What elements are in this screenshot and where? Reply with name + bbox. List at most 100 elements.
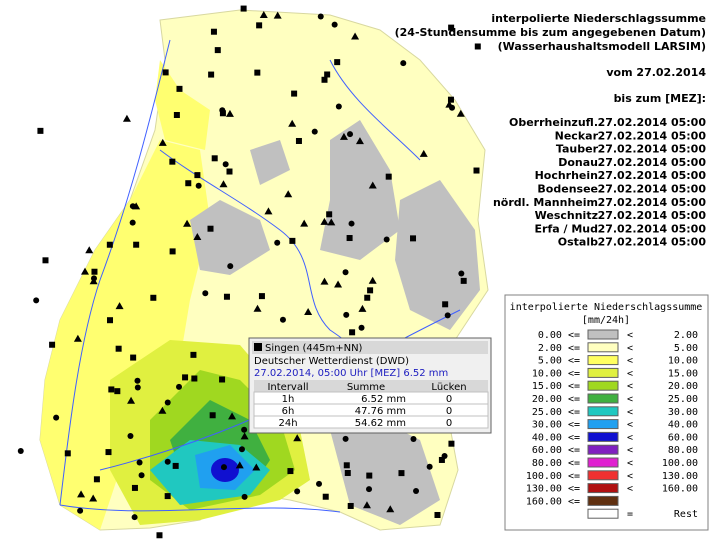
station <box>164 399 171 406</box>
legend-op: < <box>627 330 633 341</box>
legend-from: 160.00 <= <box>526 496 580 507</box>
station <box>226 168 233 175</box>
station-name: Singen (445m+NN) <box>265 343 363 354</box>
station <box>293 434 302 442</box>
station <box>158 138 167 146</box>
river-time: 27.02.2014 05:00 <box>598 143 707 156</box>
station <box>434 511 441 518</box>
station <box>176 383 183 390</box>
station <box>460 277 467 284</box>
river <box>329 59 421 161</box>
legend-swatch <box>587 342 619 353</box>
river-name: Oberrheinzufl. <box>509 116 598 129</box>
station <box>77 490 86 498</box>
station <box>183 219 192 227</box>
station <box>254 69 261 76</box>
station <box>202 290 209 297</box>
legend-to: 20.00 <box>668 381 698 392</box>
station <box>256 22 263 29</box>
station <box>210 28 217 35</box>
river-time: 27.02.2014 05:00 <box>598 183 707 196</box>
station <box>225 109 234 117</box>
legend-from: 130.00 <= <box>526 484 580 495</box>
station <box>211 155 218 162</box>
station <box>169 158 176 165</box>
station <box>343 462 350 469</box>
legend-op: < <box>627 420 633 431</box>
title-line: (Wasserhaushaltsmodell LARSIM) <box>498 40 706 53</box>
station <box>335 103 342 110</box>
station <box>127 433 134 440</box>
table-row <box>253 415 489 429</box>
station <box>131 514 138 521</box>
station <box>304 308 313 316</box>
station <box>344 470 351 477</box>
legend-op: < <box>627 445 633 456</box>
station <box>108 386 115 393</box>
station <box>223 293 230 300</box>
station <box>85 246 94 254</box>
station <box>474 43 481 50</box>
table-cell: 24h <box>278 418 297 429</box>
station <box>164 493 171 500</box>
station <box>214 47 221 54</box>
region <box>330 420 440 525</box>
legend-op: = <box>627 509 633 520</box>
station <box>130 354 137 361</box>
station <box>351 32 360 40</box>
legend-swatch <box>587 508 619 519</box>
station <box>320 217 329 225</box>
legend-to: 5.00 <box>674 343 698 354</box>
region <box>155 60 210 150</box>
table-cell: 6h <box>282 406 295 417</box>
station <box>134 377 141 384</box>
legend-swatch <box>587 444 619 455</box>
station <box>347 131 354 138</box>
station <box>368 276 377 284</box>
station <box>273 11 282 19</box>
station <box>173 111 180 118</box>
legend-to: 2.00 <box>674 330 698 341</box>
legend-swatch <box>587 380 619 391</box>
station <box>169 248 176 255</box>
legend-to: 160.00 <box>662 484 698 495</box>
station <box>107 317 114 324</box>
station <box>458 270 465 277</box>
legend-rest-label: Rest <box>674 509 698 520</box>
legend-title: interpolierte Niederschlagssumme <box>510 302 703 313</box>
station-icon <box>254 343 262 351</box>
river-name: Bodensee <box>537 183 598 196</box>
legend-op: < <box>627 356 633 367</box>
station <box>150 294 157 301</box>
station <box>185 180 192 187</box>
station <box>258 293 265 300</box>
station <box>438 456 445 463</box>
river-name: Donau <box>558 156 598 169</box>
station <box>42 257 49 264</box>
station <box>274 239 281 246</box>
column-header: Lücken <box>431 382 466 393</box>
station <box>158 406 167 414</box>
station <box>134 384 141 391</box>
station <box>64 450 71 457</box>
station <box>114 388 121 395</box>
station <box>252 463 261 471</box>
station <box>219 180 228 188</box>
region <box>320 120 400 260</box>
station <box>53 414 60 421</box>
station <box>358 304 367 312</box>
station <box>80 267 89 275</box>
station <box>385 173 392 180</box>
station <box>91 268 98 275</box>
region <box>211 458 239 482</box>
station <box>193 233 202 241</box>
table-cell: 6.52 mm <box>361 394 406 405</box>
legend-swatch <box>587 367 619 378</box>
station <box>228 412 237 420</box>
station <box>398 470 405 477</box>
station <box>294 488 301 495</box>
station <box>122 114 131 122</box>
station <box>317 13 324 20</box>
date: vom 27.02.2014 <box>606 66 706 79</box>
tooltip-title-bar <box>252 341 488 354</box>
